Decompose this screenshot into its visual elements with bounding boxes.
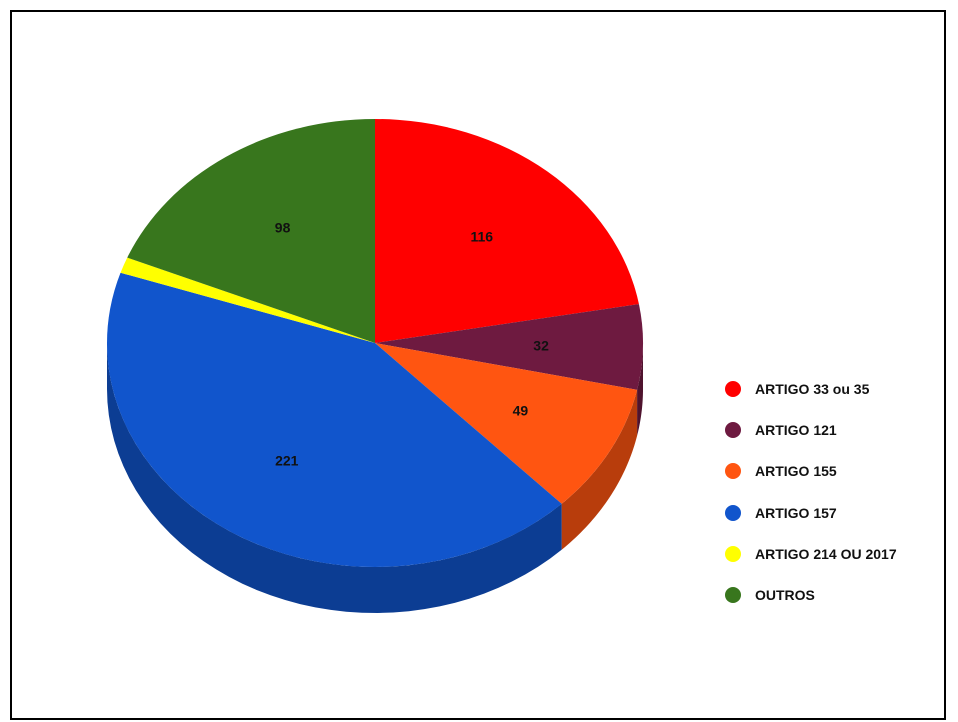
legend-swatch [725, 545, 741, 562]
legend-item-artigo-155[interactable]: ARTIGO 155 [725, 456, 897, 486]
pie-slice-outros[interactable] [127, 119, 375, 343]
pie-side-artigo-155 [561, 389, 638, 550]
pie-side-artigo-157 [107, 343, 562, 613]
legend-swatch [725, 463, 741, 480]
slice-label-artigo-121: 32 [533, 338, 549, 354]
legend-item-artigo-33-ou-35[interactable]: ARTIGO 33 ou 35 [725, 374, 897, 404]
slice-label-artigo-155: 49 [513, 402, 529, 418]
slice-label-artigo-157: 221 [275, 453, 299, 469]
legend: ARTIGO 33 ou 35 ARTIGO 121 ARTIGO 155 ARTIG… [725, 374, 897, 621]
legend-swatch [725, 381, 741, 397]
pie-slice-artigo-157[interactable] [107, 272, 562, 567]
legend-label: OUTROS [755, 586, 815, 603]
pie-slice-artigo-214-ou-2017[interactable] [120, 257, 376, 343]
pie-slice-artigo-33-ou-35[interactable] [375, 119, 639, 343]
slice-label-outros: 98 [275, 220, 291, 236]
pie-chart: 116 32 49 221 98 [107, 119, 644, 613]
legend-label: ARTIGO 33 ou 35 [755, 381, 870, 397]
chart-frame: 116 32 49 221 98 ARTIGO 33 ou 35 ARTIGO 121 AR… [10, 10, 946, 720]
slice-label-artigo-33-ou-35: 116 [471, 229, 494, 245]
slice-labels: 116 32 49 221 98 [275, 220, 549, 469]
legend-swatch [725, 422, 741, 439]
legend-label: ARTIGO 155 [755, 463, 837, 480]
legend-item-artigo-214-ou-2017[interactable]: ARTIGO 214 OU 2017 [725, 539, 897, 569]
legend-item-outros[interactable]: OUTROS [725, 580, 897, 610]
legend-item-artigo-121[interactable]: ARTIGO 121 [725, 415, 897, 445]
pie-slice-artigo-155[interactable] [375, 343, 638, 504]
pie-side-artigo-121 [637, 343, 643, 436]
legend-label: ARTIGO 214 OU 2017 [755, 545, 897, 562]
legend-item-artigo-157[interactable]: ARTIGO 157 [725, 498, 897, 528]
pie-slices [107, 119, 644, 567]
legend-swatch [725, 504, 741, 521]
pie-slice-artigo-121[interactable] [375, 304, 644, 390]
pie-sides [107, 343, 643, 613]
legend-label: ARTIGO 157 [755, 504, 837, 521]
legend-label: ARTIGO 121 [755, 422, 837, 439]
legend-swatch [725, 586, 741, 603]
